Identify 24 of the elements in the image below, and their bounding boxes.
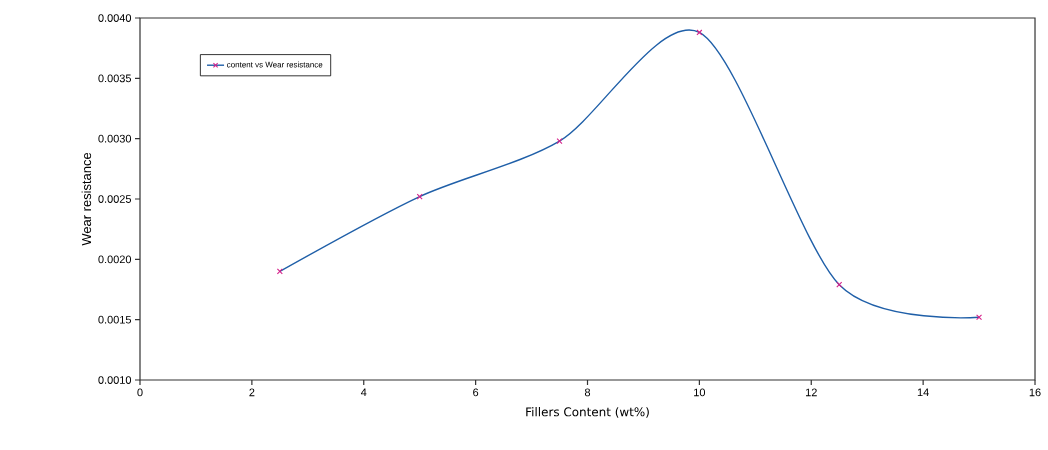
x-axis-title: Fillers Content (wt%): [526, 407, 649, 418]
x-tick-label: 16: [1029, 388, 1041, 397]
x-tick-label: 0: [137, 388, 143, 397]
y-tick-label: 0.0035: [98, 74, 132, 83]
y-tick-label: 0.0020: [98, 255, 132, 264]
x-tick-label: 6: [473, 388, 479, 397]
y-tick-label: 0.0025: [98, 195, 132, 203]
y-tick-label: 0.0040: [98, 14, 132, 22]
point: [276, 268, 283, 275]
point: [556, 138, 563, 145]
x-tick-label: 8: [584, 388, 591, 397]
x-tick-label: 4: [360, 388, 367, 397]
y-tick-label: 0.0015: [98, 315, 132, 324]
point: [416, 193, 423, 200]
x-tick-label: 12: [805, 388, 817, 397]
y-tick-label: 0.0030: [98, 134, 132, 143]
point: [696, 29, 703, 36]
point: [976, 314, 983, 321]
x-tick-label: 10: [694, 388, 706, 397]
y-tick-label: 0.0010: [98, 376, 132, 384]
y-axis-title: Wear resistance: [81, 152, 92, 246]
x-tick-label: 2: [249, 388, 255, 397]
point: [836, 281, 843, 288]
x-tick-label: 14: [917, 388, 929, 397]
